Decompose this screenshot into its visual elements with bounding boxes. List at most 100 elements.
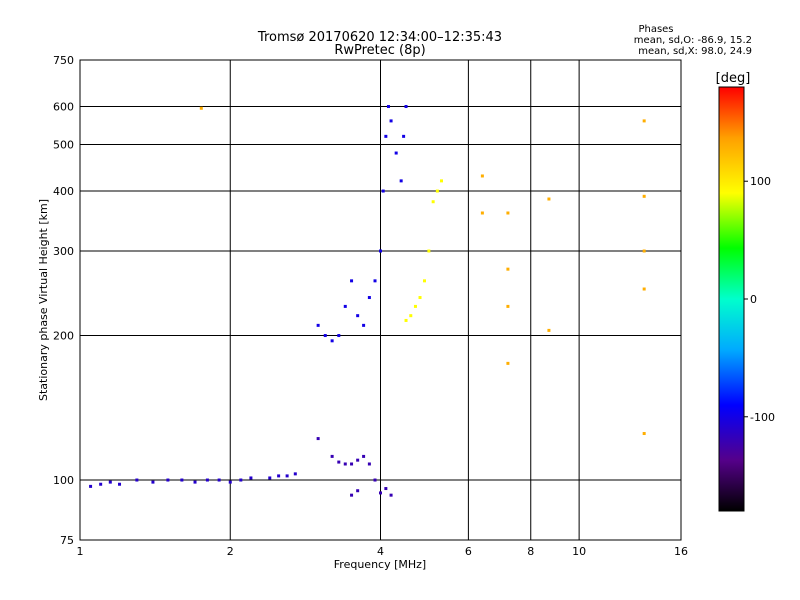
data-point: [373, 478, 377, 482]
data-point: [547, 328, 551, 332]
data-point: [330, 339, 334, 343]
plot-frame: [79, 59, 682, 541]
data-point: [343, 304, 347, 308]
data-point: [277, 474, 281, 478]
data-point: [337, 334, 341, 338]
data-point: [249, 476, 253, 480]
data-point: [379, 249, 382, 253]
data-point: [381, 189, 385, 193]
data-point: [506, 304, 510, 308]
x-tick-label: 10: [572, 545, 586, 558]
data-point: [418, 296, 422, 300]
data-point: [350, 462, 354, 466]
data-point: [330, 454, 334, 458]
y-tick-label: 75: [60, 534, 74, 547]
data-point: [389, 119, 393, 123]
data-point: [642, 249, 646, 253]
data-point: [316, 437, 320, 441]
data-point: [356, 458, 360, 462]
data-point: [404, 318, 408, 322]
y-tick-label: 600: [53, 101, 74, 114]
x-axis-label: Frequency [MHz]: [334, 558, 426, 571]
data-point: [362, 454, 366, 458]
x-tick-label: 8: [527, 545, 534, 558]
data-point: [228, 480, 232, 484]
colorbar-label: [deg]: [716, 71, 751, 86]
data-point: [642, 194, 646, 198]
data-point: [89, 484, 93, 488]
x-tick-label: 6: [465, 545, 472, 558]
data-point: [239, 478, 243, 482]
data-point: [180, 478, 184, 482]
x-tick-label: 16: [674, 545, 688, 558]
y-ticks: 75 100 200 300 400 500 600 750: [53, 54, 74, 547]
y-axis-label: Stationary phase Virtual Height [km]: [37, 199, 50, 401]
data-point: [506, 267, 510, 271]
data-point: [337, 460, 341, 464]
y-tick-label: 500: [53, 139, 74, 152]
data-point: [343, 462, 347, 466]
data-point: [431, 200, 435, 204]
data-point: [384, 134, 388, 138]
data-point: [118, 482, 122, 486]
data-point: [199, 106, 203, 110]
data-point: [435, 189, 439, 193]
colorbar-tick-label: 0: [750, 293, 757, 306]
data-point: [402, 134, 406, 138]
data-point: [356, 489, 360, 493]
data-point: [506, 361, 510, 365]
data-point: [386, 105, 390, 109]
data-point: [217, 478, 221, 482]
data-point: [166, 478, 170, 482]
data-point: [642, 432, 646, 436]
data-point: [384, 487, 388, 491]
data-points: [89, 105, 646, 497]
stats-line-x: mean, sd,X: 98.0, 24.9: [638, 46, 752, 57]
data-point: [413, 304, 417, 308]
y-tick-label: 100: [53, 474, 74, 487]
data-point: [642, 287, 646, 291]
data-point: [409, 314, 413, 318]
data-point: [293, 472, 297, 476]
data-point: [547, 197, 551, 201]
y-tick-label: 750: [53, 54, 74, 67]
stats-heading: Phases: [638, 24, 673, 35]
colorbar-ticks: 100 0 -100: [744, 175, 775, 424]
data-point: [422, 279, 426, 283]
data-point: [135, 478, 139, 482]
data-point: [285, 474, 289, 478]
data-point: [323, 334, 327, 338]
chart-title: Tromsø 20170620 12:34:00–12:35:43: [257, 30, 502, 45]
data-point: [373, 279, 377, 283]
data-point: [205, 478, 209, 482]
y-tick-label: 200: [53, 330, 74, 343]
data-point: [367, 296, 371, 300]
data-point: [99, 482, 103, 486]
colorbar: [718, 86, 745, 512]
data-point: [151, 480, 155, 484]
data-point: [350, 493, 354, 497]
y-tick-label: 300: [53, 245, 74, 258]
data-point: [427, 249, 431, 253]
data-point: [356, 314, 360, 318]
data-point: [108, 480, 112, 484]
x-tick-label: 4: [377, 545, 384, 558]
data-point: [268, 476, 272, 480]
data-point: [480, 174, 484, 178]
grid-lines: [80, 60, 681, 540]
data-point: [394, 151, 398, 155]
data-point: [367, 462, 371, 466]
data-point: [362, 323, 366, 327]
chart-subtitle: RwPretec (8p): [334, 43, 425, 58]
colorbar-tick-label: -100: [750, 411, 775, 424]
data-point: [506, 211, 510, 215]
data-point: [440, 179, 444, 183]
data-point: [404, 105, 408, 109]
data-point: [350, 279, 354, 283]
stats-line-o: mean, sd,O: -86.9, 15.2: [634, 35, 752, 46]
data-point: [480, 211, 484, 215]
data-point: [642, 119, 646, 123]
data-point: [316, 323, 320, 327]
x-tick-label: 2: [227, 545, 234, 558]
